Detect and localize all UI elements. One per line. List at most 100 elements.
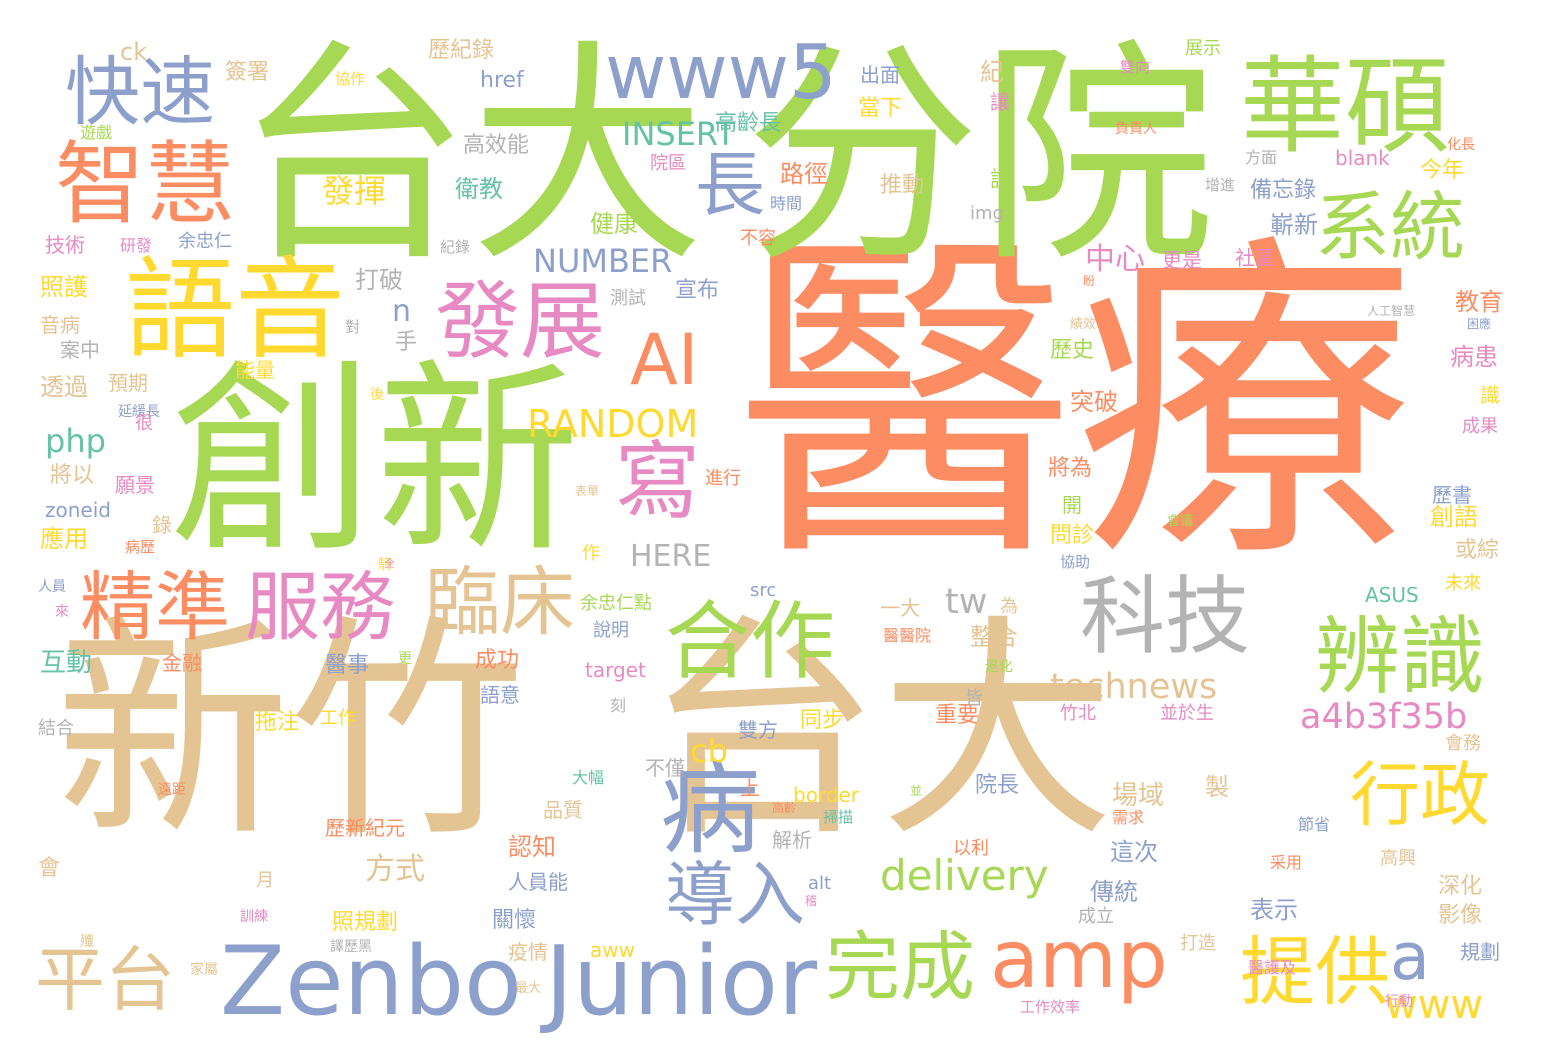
word-cloud-word: 會議 (1167, 514, 1194, 529)
word-cloud-word: 病患 (1450, 343, 1498, 371)
word-cloud-word: HERE (630, 539, 712, 574)
word-cloud-word: 以利 (953, 838, 989, 859)
word-cloud-word: 稽 (805, 894, 818, 908)
word-cloud-word: 紀 (980, 58, 1004, 86)
word-cloud-word: INSERT (622, 115, 736, 153)
word-cloud-word: img (970, 203, 1004, 224)
word-cloud-word: 精準 (80, 563, 231, 651)
word-cloud-word: 並 (910, 784, 923, 798)
word-cloud-word: 這次 (1110, 838, 1158, 866)
word-cloud-word: 識 (1480, 383, 1500, 407)
word-cloud-word: 不僅 (645, 756, 685, 780)
word-cloud-word: 導入 (665, 854, 805, 936)
word-cloud-word: 作 (582, 543, 600, 564)
word-cloud-word: 衛教 (455, 175, 503, 203)
word-cloud-word: 宣布 (675, 278, 720, 303)
word-cloud-word: 照護 (40, 273, 88, 301)
word-cloud-word: 合作 (665, 593, 836, 692)
word-cloud-word: 余忠仁 (178, 231, 232, 252)
word-cloud-word: 打造 (1180, 933, 1216, 954)
word-cloud-word: 平台 (35, 939, 175, 1021)
word-cloud-word: 願景 (115, 473, 155, 497)
word-cloud-word: 歷新紀元 (325, 816, 405, 840)
word-cloud-word: 行動 (1385, 994, 1413, 1010)
word-cloud-word: 人工智慧 (1367, 304, 1416, 318)
word-cloud-word: src (750, 580, 777, 601)
word-cloud-word: 進行 (705, 468, 741, 489)
word-cloud-word: 案中 (60, 338, 100, 362)
word-cloud-word: 紀錄 (440, 238, 471, 256)
word-cloud-word: 影像 (1438, 903, 1483, 928)
word-cloud-word: 並於生 (1160, 703, 1214, 724)
word-cloud-word: 同步 (800, 708, 845, 733)
word-cloud-word: 很 (135, 413, 153, 434)
word-cloud-word: 寫 (615, 433, 701, 532)
word-cloud-word: 成功 (475, 648, 520, 673)
word-cloud-word: ck (120, 38, 148, 66)
word-cloud-word: 歷紀錄 (428, 38, 495, 63)
word-cloud-word: 手 (395, 330, 418, 355)
word-cloud-word: 拖注 (255, 710, 300, 735)
word-cloud-word: 製 (1205, 773, 1229, 801)
word-cloud-word: 能量 (235, 358, 275, 382)
word-cloud-word: 協助 (1060, 553, 1091, 571)
word-cloud-word: 高齡 (772, 801, 797, 815)
word-cloud-word: 遠距 (158, 782, 186, 798)
word-cloud-word: 遊戲 (80, 123, 113, 142)
word-cloud-word: 互動 (40, 648, 93, 678)
word-cloud-word: 語音 (125, 246, 345, 374)
word-cloud-word: 表單 (575, 484, 600, 498)
word-cloud-word: 教育 (1455, 288, 1503, 316)
word-cloud-word: 人員 (38, 579, 66, 595)
word-cloud-word: alt (808, 873, 832, 894)
word-cloud-word: target (585, 658, 646, 682)
word-cloud-word: 高效能 (463, 133, 530, 158)
word-cloud-word: tw (945, 582, 988, 622)
word-cloud-word: 高齡長 (715, 111, 782, 136)
word-cloud-word: NUMBER (533, 242, 673, 280)
word-cloud-word: 備忘錄 (1250, 178, 1317, 203)
word-cloud-word: 簽署 (225, 60, 270, 85)
word-cloud-word: 殲 (80, 934, 94, 950)
word-cloud-word: 當下 (858, 96, 903, 121)
word-cloud-word: 台大 (235, 21, 705, 294)
word-cloud-word: 更是 (1162, 248, 1202, 272)
word-cloud-word: cb (690, 732, 728, 770)
word-cloud-word: 高興 (1380, 848, 1416, 869)
word-cloud-word: 系統 (1315, 183, 1466, 271)
word-cloud-word: 預期 (108, 371, 148, 395)
word-cloud-word: 負責人 (1115, 121, 1157, 137)
word-cloud-word: 技術 (45, 233, 85, 257)
word-cloud-word: 提供 (1240, 928, 1391, 1016)
word-cloud-word: 對 (345, 318, 361, 336)
word-cloud-word: 音病 (40, 313, 80, 337)
word-cloud-word: 困應 (1467, 317, 1492, 331)
word-cloud-word: 錄 (152, 513, 172, 537)
word-cloud-word: 科技 (1080, 568, 1251, 667)
word-cloud-word: 推動 (880, 173, 925, 198)
word-cloud-word: 出面 (860, 63, 900, 87)
word-cloud-word: 更 (398, 651, 412, 667)
word-cloud-word: 醫療 (735, 207, 1415, 603)
word-cloud-word: 智慧 (55, 132, 235, 237)
word-cloud-word: href (480, 68, 524, 93)
word-cloud-word: 皆 (965, 688, 983, 709)
word-cloud-word: 開 (1062, 493, 1082, 517)
word-cloud-word: 健康 (590, 210, 638, 238)
word-cloud-word: 成立 (1078, 906, 1114, 927)
word-cloud-word: 化長 (1447, 137, 1475, 153)
word-cloud-word: 退化 (985, 659, 1013, 675)
word-cloud-word: 表示 (1250, 896, 1298, 924)
word-cloud-word: 醫護及 (1248, 958, 1297, 977)
word-cloud-word: 節省 (1298, 815, 1331, 834)
word-cloud-word: delivery (880, 851, 1049, 900)
word-cloud-word: 照規劃 (332, 910, 399, 935)
word-cloud-word: a (1390, 920, 1430, 995)
word-cloud-word: ASUS (1365, 583, 1419, 607)
word-cloud-word: 說 (990, 168, 1013, 193)
word-cloud-word: 雙方 (738, 718, 778, 742)
word-cloud-word: RANDOM (527, 402, 699, 446)
word-cloud-word: 刻 (610, 696, 627, 715)
word-cloud-word: 打破 (355, 266, 403, 294)
